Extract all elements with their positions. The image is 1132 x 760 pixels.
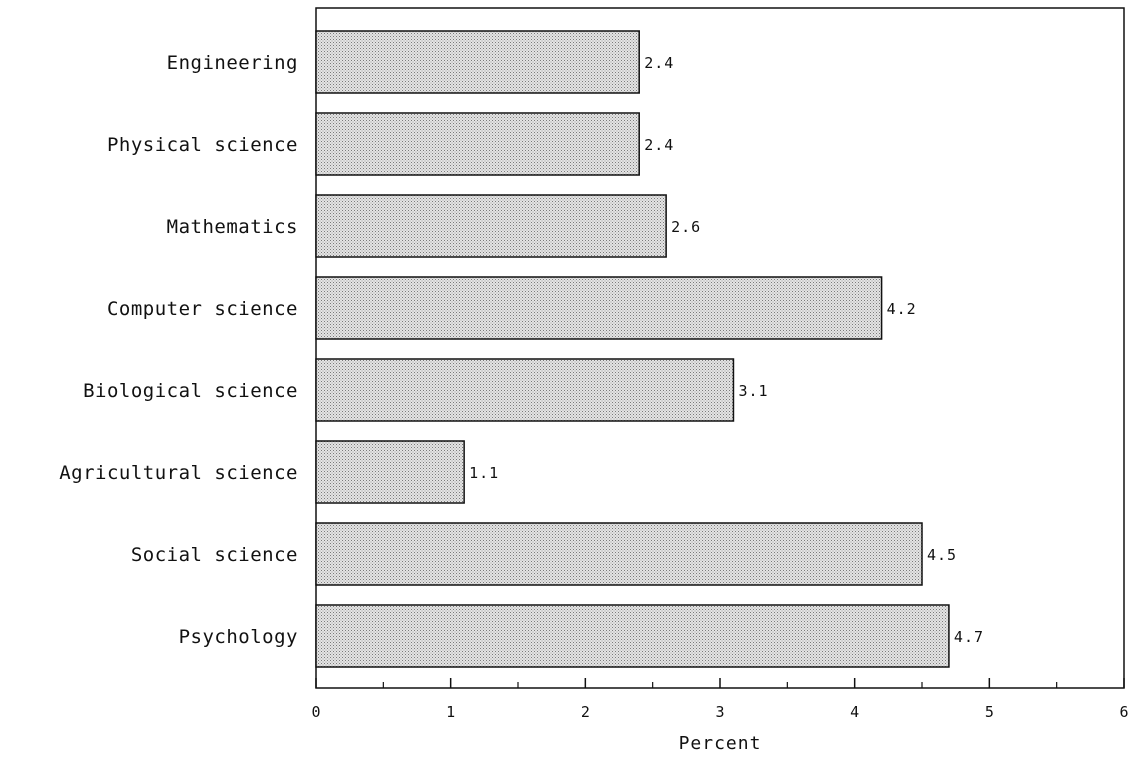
x-axis-ticks: 0 1 2 3 4 5 6 (311, 678, 1129, 721)
x-tick-label: 0 (311, 703, 320, 721)
value-label-mathematics: 2.6 (671, 218, 701, 236)
category-label-agricultural-science: Agricultural science (59, 462, 298, 484)
value-label-psychology: 4.7 (954, 628, 984, 646)
x-tick-label: 1 (446, 703, 455, 721)
category-label-computer-science: Computer science (107, 298, 298, 320)
category-label-social-science: Social science (131, 544, 298, 566)
bar-biological-science (315, 358, 735, 422)
bar-physical-science (315, 112, 640, 176)
x-tick-label: 3 (715, 703, 724, 721)
bar-agricultural-science (315, 440, 465, 504)
value-label-computer-science: 4.2 (887, 300, 917, 318)
category-label-biological-science: Biological science (83, 380, 298, 402)
category-labels: Engineering Physical science Mathematics Co… (59, 52, 298, 648)
bar-psychology (315, 604, 950, 668)
bar-mathematics (315, 194, 667, 258)
category-label-physical-science: Physical science (107, 134, 298, 156)
category-label-engineering: Engineering (167, 52, 298, 74)
bars-group (315, 30, 950, 668)
bar-engineering (315, 30, 640, 94)
plot-frame (315, 7, 1125, 689)
value-labels: 2.4 2.4 2.6 4.2 3.1 1.1 4.5 4.7 (469, 54, 984, 646)
value-label-social-science: 4.5 (927, 546, 957, 564)
bar-computer-science (315, 276, 883, 340)
bar-social-science (315, 522, 923, 586)
x-tick-label: 4 (850, 703, 859, 721)
x-tick-label: 6 (1119, 703, 1128, 721)
x-axis-title: Percent (679, 733, 762, 754)
x-tick-label: 5 (985, 703, 994, 721)
value-label-engineering: 2.4 (644, 54, 674, 72)
category-label-psychology: Psychology (179, 626, 298, 648)
category-label-mathematics: Mathematics (167, 216, 298, 238)
value-label-biological-science: 3.1 (738, 382, 768, 400)
value-label-physical-science: 2.4 (644, 136, 674, 154)
value-label-agricultural-science: 1.1 (469, 464, 499, 482)
x-tick-label: 2 (581, 703, 590, 721)
